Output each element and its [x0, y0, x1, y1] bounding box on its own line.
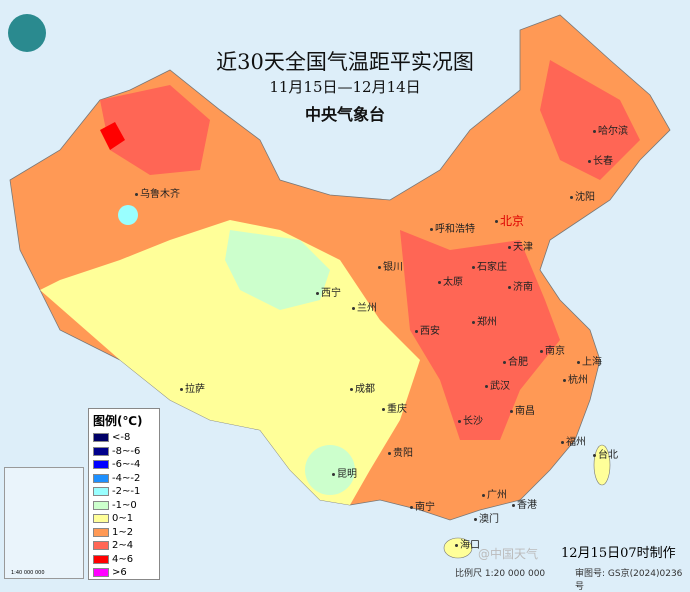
- legend-swatch: [93, 500, 109, 510]
- hot-spot: [100, 122, 125, 150]
- city-label: 太原: [438, 273, 463, 288]
- legend-item: -4~-2: [93, 472, 159, 486]
- legend-swatch: [93, 460, 109, 470]
- legend-swatch: [93, 446, 109, 456]
- cool-patch: [118, 205, 138, 225]
- legend-swatch: [93, 554, 109, 564]
- legend-items: <-8 -8~-6 -6~-4 -4~-2 -2~-1 -1~0 0~1 1~2 2~4 4~6 >…: [89, 431, 159, 580]
- legend-swatch: [93, 568, 109, 578]
- city-label: 合肥: [503, 353, 528, 368]
- watermark: @中国天气: [478, 547, 539, 561]
- city-label: 广州: [482, 486, 507, 501]
- legend-item: 0~1: [93, 512, 159, 526]
- legend-swatch: [93, 433, 109, 443]
- legend-label: 1~2: [112, 526, 134, 538]
- legend-title: 图例(℃): [93, 414, 143, 428]
- legend-item: -2~-1: [93, 485, 159, 499]
- city-label: 西安: [415, 322, 440, 337]
- legend-label: <-8: [112, 432, 131, 444]
- map-title: 近30天全国气温距平实况图: [216, 50, 474, 74]
- cma-logo: [8, 14, 46, 52]
- legend-item: -1~0: [93, 499, 159, 513]
- city-label: 香港: [512, 496, 537, 511]
- legend-label: -8~-6: [112, 445, 141, 457]
- legend-label: -6~-4: [112, 459, 141, 471]
- city-label: 成都: [350, 380, 375, 395]
- legend-item: <-8: [93, 431, 159, 445]
- city-label: 郑州: [472, 313, 497, 328]
- city-label: 呼和浩特: [430, 220, 475, 235]
- city-label: 天津: [508, 238, 533, 253]
- legend-label: 2~4: [112, 540, 134, 552]
- inset-scale: 1:40 000 000: [11, 570, 45, 576]
- city-label: 拉萨: [180, 380, 205, 395]
- city-label: 贵阳: [388, 444, 413, 459]
- warm-anomaly-xinjiang: [100, 85, 210, 175]
- legend-swatch: [93, 514, 109, 524]
- city-label: 石家庄: [472, 258, 507, 273]
- city-label: 昆明: [332, 465, 357, 480]
- legend-swatch: [93, 473, 109, 483]
- city-label: 南昌: [510, 402, 535, 417]
- legend-label: 0~1: [112, 513, 134, 525]
- city-label: 南京: [540, 342, 565, 357]
- legend-item: -6~-4: [93, 458, 159, 472]
- city-label: 海口: [455, 536, 480, 551]
- map-agency: 中央气象台: [304, 105, 385, 124]
- legend-label: 4~6: [112, 553, 134, 565]
- city-label: 杭州: [563, 371, 588, 386]
- warm-anomaly-northeast: [540, 60, 640, 180]
- legend-swatch: [93, 527, 109, 537]
- city-label: 西宁: [316, 284, 341, 299]
- legend-item: 1~2: [93, 526, 159, 540]
- cold-anomaly-core: [225, 230, 330, 310]
- legend-label: -2~-1: [112, 486, 141, 498]
- city-label: 武汉: [485, 377, 510, 392]
- city-label: 台北: [593, 446, 618, 461]
- city-label: 澳门: [474, 510, 499, 525]
- city-label: 北京: [495, 212, 524, 229]
- review-number: 审图号: GS京(2024)0236号: [575, 569, 683, 592]
- city-label: 哈尔滨: [593, 122, 628, 137]
- city-label: 南宁: [410, 498, 435, 513]
- legend-swatch: [93, 541, 109, 551]
- legend-item: 2~4: [93, 539, 159, 553]
- city-label: 长春: [588, 152, 613, 167]
- legend-label: -4~-2: [112, 472, 141, 484]
- city-label: 兰州: [352, 299, 377, 314]
- map-period: 11月15日—12月14日: [269, 78, 421, 96]
- legend-item: >6: [93, 566, 159, 580]
- city-label: 乌鲁木齐: [135, 185, 180, 200]
- city-label: 沈阳: [570, 188, 595, 203]
- legend-label: >6: [112, 567, 127, 579]
- city-label: 福州: [561, 433, 586, 448]
- city-label: 长沙: [458, 412, 483, 427]
- legend-item: -8~-6: [93, 445, 159, 459]
- city-label: 济南: [508, 278, 533, 293]
- legend-swatch: [93, 487, 109, 497]
- legend-item: 4~6: [93, 553, 159, 567]
- cool-patch: [305, 445, 355, 495]
- city-label: 重庆: [382, 400, 407, 415]
- legend: 图例(℃) <-8 -8~-6 -6~-4 -4~-2 -2~-1 -1~0 0~1 1~2 2…: [88, 408, 160, 580]
- south-china-sea-inset: 1:40 000 000: [4, 467, 84, 579]
- city-label: 银川: [378, 258, 403, 273]
- scale: 比例尺 1:20 000 000: [455, 569, 546, 579]
- made-time: 12月15日07时制作: [561, 546, 676, 561]
- legend-label: -1~0: [112, 499, 137, 511]
- city-label: 上海: [577, 353, 602, 368]
